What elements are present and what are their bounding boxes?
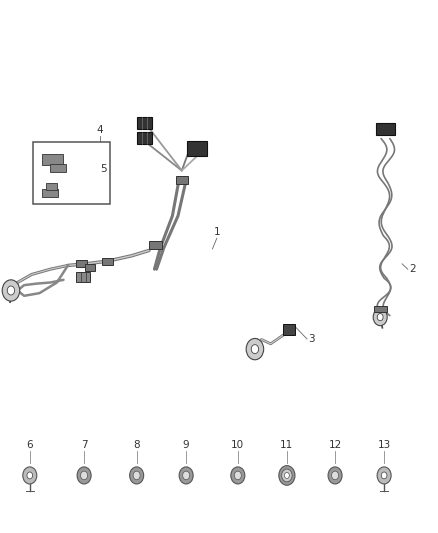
- Bar: [149, 241, 162, 249]
- Text: 2: 2: [410, 264, 416, 274]
- Circle shape: [332, 471, 339, 480]
- Bar: [102, 257, 113, 264]
- Bar: [46, 183, 57, 190]
- Circle shape: [373, 309, 387, 326]
- Text: 3: 3: [308, 334, 314, 344]
- Circle shape: [130, 467, 144, 484]
- Circle shape: [234, 471, 241, 480]
- Text: 7: 7: [81, 440, 88, 450]
- Bar: [33, 142, 110, 204]
- Circle shape: [77, 467, 91, 484]
- Bar: [42, 189, 58, 197]
- Circle shape: [183, 471, 190, 480]
- Circle shape: [251, 345, 258, 353]
- Circle shape: [27, 472, 32, 479]
- Circle shape: [246, 338, 264, 360]
- Bar: [374, 306, 387, 312]
- Bar: [137, 117, 152, 129]
- Bar: [50, 164, 66, 172]
- Bar: [376, 123, 395, 135]
- Text: 9: 9: [183, 440, 190, 450]
- Text: 11: 11: [280, 440, 293, 450]
- Circle shape: [23, 467, 37, 484]
- Text: 13: 13: [378, 440, 391, 450]
- Circle shape: [279, 466, 295, 485]
- Circle shape: [7, 286, 14, 295]
- Circle shape: [377, 467, 391, 484]
- Circle shape: [381, 472, 387, 479]
- Circle shape: [133, 471, 140, 480]
- Bar: [137, 132, 152, 144]
- Text: 8: 8: [133, 440, 140, 450]
- Bar: [176, 176, 188, 184]
- Bar: [85, 264, 95, 271]
- Circle shape: [2, 280, 20, 301]
- Text: 4: 4: [96, 125, 103, 135]
- Circle shape: [284, 472, 290, 479]
- Circle shape: [377, 313, 383, 321]
- Text: 6: 6: [26, 440, 33, 450]
- Text: 10: 10: [231, 440, 244, 450]
- Circle shape: [328, 467, 342, 484]
- Text: 12: 12: [328, 440, 342, 450]
- Circle shape: [179, 467, 193, 484]
- Circle shape: [282, 469, 292, 482]
- Bar: [42, 154, 63, 165]
- Bar: [283, 324, 295, 335]
- Circle shape: [81, 471, 88, 480]
- Bar: [187, 141, 207, 156]
- Bar: [75, 261, 86, 268]
- Bar: [76, 272, 90, 282]
- Circle shape: [231, 467, 245, 484]
- Text: 5: 5: [100, 164, 106, 174]
- Text: 1: 1: [213, 227, 220, 237]
